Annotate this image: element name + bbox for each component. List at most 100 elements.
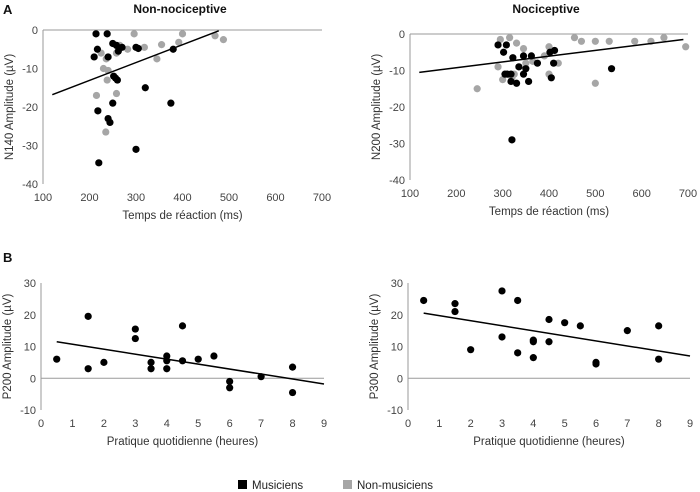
data-point: [519, 45, 528, 53]
data-point: [655, 355, 663, 363]
data-point: [660, 34, 668, 42]
data-point: [92, 91, 101, 100]
trend-line: [56, 340, 325, 385]
x-tick-label: 600: [266, 192, 284, 204]
data-point: [226, 384, 234, 392]
data-point: [591, 37, 599, 45]
data-point: [509, 54, 517, 62]
data-point: [605, 37, 613, 45]
data-point: [219, 36, 228, 44]
y-tick-label: -10: [387, 405, 403, 417]
y-tick-label: -40: [22, 179, 38, 191]
y-tick-label: -10: [389, 66, 405, 78]
x-tick-label: 6: [593, 418, 599, 430]
series-musiciens: [90, 30, 177, 167]
y-tick-label: 0: [32, 25, 38, 37]
trend-line: [52, 30, 220, 96]
x-tick-label: 0: [405, 418, 411, 430]
x-tick-label: 100: [401, 188, 419, 200]
data-point: [576, 322, 584, 330]
data-point: [631, 37, 639, 45]
data-point: [112, 89, 121, 98]
trend-line: [423, 312, 691, 357]
chart-title: Non-nociceptive: [133, 2, 227, 16]
x-tick-label: 5: [195, 418, 201, 430]
y-tick-label: -40: [389, 175, 405, 187]
x-tick-label: 2: [101, 418, 107, 430]
x-tick-label: 200: [447, 188, 465, 200]
data-point: [498, 287, 506, 295]
data-point: [499, 48, 508, 56]
trend-line: [419, 38, 684, 74]
chart-panel-2: -40 -30 -20 -10 0 100 200 300 400 500 600 700 Temps …: [371, 2, 697, 218]
data-point: [112, 41, 121, 50]
data-point: [90, 53, 98, 61]
data-point: [522, 65, 530, 73]
data-point: [547, 74, 555, 82]
data-point: [84, 312, 92, 320]
x-tick-label: 700: [679, 188, 697, 200]
data-point: [106, 118, 114, 126]
y-axis-label: N140 Amplitude (µV): [4, 54, 16, 161]
data-point: [503, 70, 511, 78]
data-point: [84, 365, 92, 373]
data-point: [132, 145, 140, 153]
panel-label-b: B: [3, 250, 12, 265]
data-point: [157, 41, 166, 49]
y-tick-label: 20: [391, 310, 403, 322]
x-tick-label: 1: [69, 418, 75, 430]
x-axis-label: Pratique quotidienne (heures): [473, 436, 625, 448]
data-point: [499, 76, 507, 84]
data-point: [147, 365, 155, 373]
data-point: [132, 43, 140, 51]
legend: Musiciens Non-musiciens: [238, 480, 433, 492]
y-tick-label: 20: [24, 310, 36, 322]
data-point: [226, 377, 234, 386]
data-point: [130, 30, 138, 38]
x-tick-label: 5: [562, 418, 568, 430]
panel-label-a: A: [3, 2, 13, 17]
x-tick-label: 400: [540, 188, 558, 200]
series-non-musiciens: [92, 30, 228, 136]
x-tick-label: 300: [493, 188, 511, 200]
data-point: [512, 39, 521, 47]
data-point: [561, 319, 569, 327]
x-tick-label: 7: [624, 418, 630, 430]
data-point: [498, 333, 506, 341]
data-point: [682, 43, 690, 51]
y-tick-label: 10: [24, 342, 36, 354]
y-tick-label: 30: [24, 278, 36, 290]
data-point: [467, 346, 475, 354]
data-point: [592, 360, 600, 368]
x-axis-label: Pratique quotidienne (heures): [107, 436, 259, 448]
data-point: [550, 46, 559, 55]
data-point: [103, 30, 111, 38]
data-point: [529, 354, 537, 362]
data-point: [109, 99, 117, 107]
data-point: [194, 355, 202, 363]
data-point: [124, 45, 132, 53]
data-point: [473, 85, 481, 93]
x-tick-label: 300: [127, 192, 145, 204]
data-point: [153, 55, 161, 63]
x-tick-label: 600: [632, 188, 650, 200]
data-point: [533, 59, 542, 67]
data-point: [53, 355, 61, 363]
data-point: [103, 76, 111, 84]
data-point: [163, 365, 171, 373]
y-tick-label: -30: [22, 141, 38, 153]
data-point: [178, 30, 187, 38]
x-tick-label: 8: [289, 418, 295, 430]
data-point: [94, 107, 102, 115]
y-axis-label: P300 Amplitude (µV): [369, 293, 381, 399]
data-point: [178, 322, 187, 330]
data-point: [131, 334, 139, 343]
data-point: [451, 300, 459, 308]
x-tick-label: 400: [173, 192, 191, 204]
x-axis-label: Temps de réaction (ms): [489, 206, 609, 218]
data-point: [167, 99, 175, 107]
y-axis-label: P200 Amplitude (µV): [2, 293, 14, 399]
